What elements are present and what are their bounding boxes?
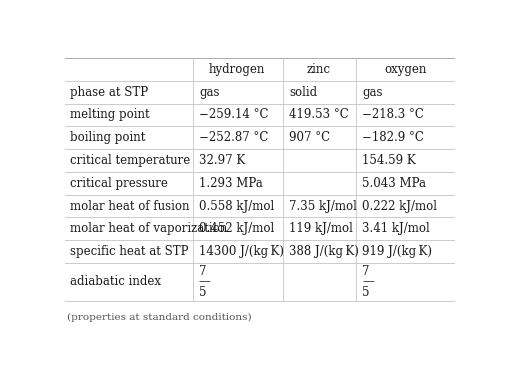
Text: (properties at standard conditions): (properties at standard conditions) bbox=[67, 313, 252, 322]
Text: −182.9 °C: −182.9 °C bbox=[362, 131, 424, 144]
Text: critical temperature: critical temperature bbox=[70, 154, 190, 167]
Text: 5: 5 bbox=[199, 286, 206, 299]
Text: 388 J/(kg K): 388 J/(kg K) bbox=[289, 245, 359, 258]
Text: melting point: melting point bbox=[70, 108, 150, 122]
Text: −252.87 °C: −252.87 °C bbox=[199, 131, 268, 144]
Text: 0.558 kJ/mol: 0.558 kJ/mol bbox=[199, 200, 274, 213]
Text: boiling point: boiling point bbox=[70, 131, 146, 144]
Text: solid: solid bbox=[289, 86, 317, 99]
Text: 7: 7 bbox=[362, 265, 370, 278]
Text: zinc: zinc bbox=[307, 63, 331, 76]
Text: 7: 7 bbox=[199, 265, 206, 278]
Text: specific heat at STP: specific heat at STP bbox=[70, 245, 189, 258]
Text: —: — bbox=[199, 275, 211, 288]
Text: gas: gas bbox=[199, 86, 220, 99]
Text: 5.043 MPa: 5.043 MPa bbox=[362, 177, 426, 190]
Text: −259.14 °C: −259.14 °C bbox=[199, 108, 268, 122]
Text: 5: 5 bbox=[362, 286, 370, 299]
Text: 1.293 MPa: 1.293 MPa bbox=[199, 177, 263, 190]
Text: gas: gas bbox=[362, 86, 382, 99]
Text: phase at STP: phase at STP bbox=[70, 86, 148, 99]
Text: −218.3 °C: −218.3 °C bbox=[362, 108, 424, 122]
Text: critical pressure: critical pressure bbox=[70, 177, 168, 190]
Text: 32.97 K: 32.97 K bbox=[199, 154, 245, 167]
Text: —: — bbox=[362, 275, 374, 288]
Text: 919 J/(kg K): 919 J/(kg K) bbox=[362, 245, 432, 258]
Text: 119 kJ/mol: 119 kJ/mol bbox=[289, 222, 353, 235]
Text: 0.222 kJ/mol: 0.222 kJ/mol bbox=[362, 200, 437, 213]
Text: 14300 J/(kg K): 14300 J/(kg K) bbox=[199, 245, 284, 258]
Text: adiabatic index: adiabatic index bbox=[70, 275, 161, 288]
Text: 7.35 kJ/mol: 7.35 kJ/mol bbox=[289, 200, 357, 213]
Text: oxygen: oxygen bbox=[384, 63, 426, 76]
Text: 907 °C: 907 °C bbox=[289, 131, 331, 144]
Text: 0.452 kJ/mol: 0.452 kJ/mol bbox=[199, 222, 274, 235]
Text: 154.59 K: 154.59 K bbox=[362, 154, 416, 167]
Text: 3.41 kJ/mol: 3.41 kJ/mol bbox=[362, 222, 430, 235]
Text: hydrogen: hydrogen bbox=[209, 63, 266, 76]
Text: molar heat of fusion: molar heat of fusion bbox=[70, 200, 190, 213]
Text: molar heat of vaporization: molar heat of vaporization bbox=[70, 222, 227, 235]
Text: 419.53 °C: 419.53 °C bbox=[289, 108, 349, 122]
